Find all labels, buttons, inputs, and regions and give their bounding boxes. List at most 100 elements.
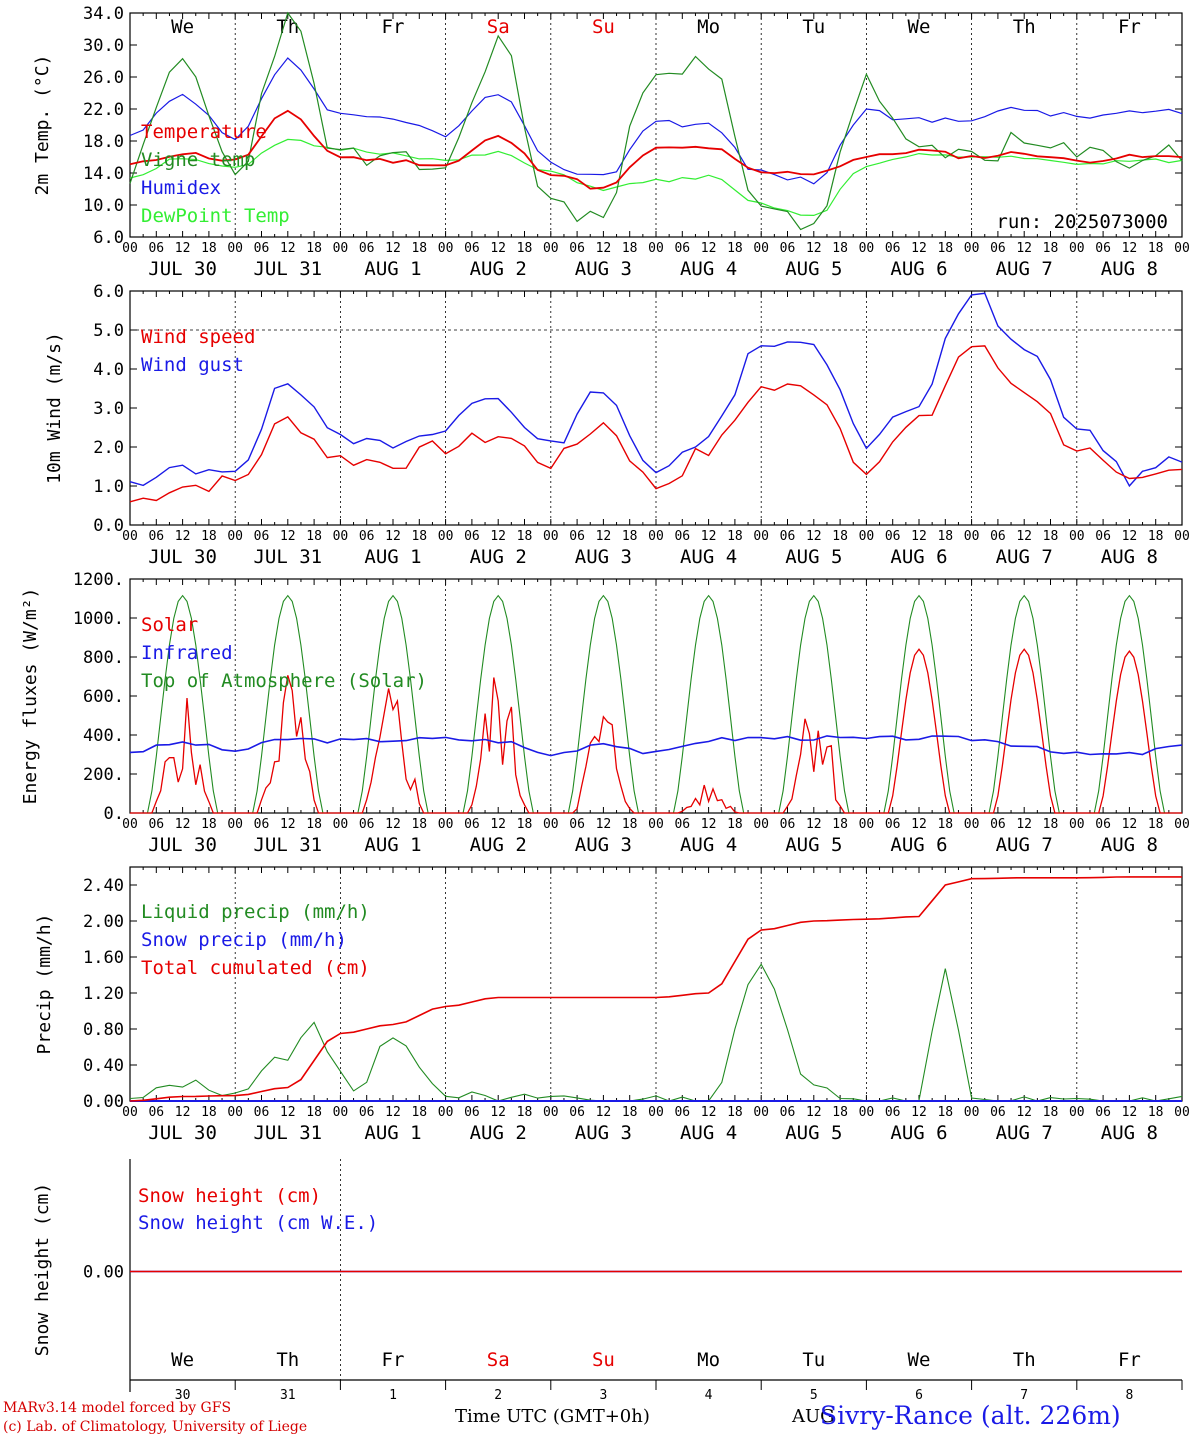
hour-label: 18 (306, 817, 322, 832)
hour-label: 06 (254, 529, 270, 544)
date-label: AUG 6 (890, 834, 947, 856)
hour-label: 00 (122, 1105, 138, 1120)
hour-label: 00 (1174, 817, 1190, 832)
hour-label: 12 (806, 1105, 822, 1120)
hour-label: 00 (1069, 817, 1085, 832)
y-tick-label: 3.0 (93, 399, 124, 419)
hour-label: 12 (701, 529, 717, 544)
weekday-label: Fr (1118, 1349, 1141, 1371)
hour-label: 00 (543, 529, 559, 544)
y-axis-label: 10m Wind (m/s) (44, 332, 65, 484)
hour-label: 12 (911, 241, 927, 256)
legend-liquid-precip-mm-h-: Liquid precip (mm/h) (141, 901, 370, 923)
hour-label: 00 (438, 529, 454, 544)
hour-label: 00 (1174, 1105, 1190, 1120)
hour-label: 12 (385, 241, 401, 256)
hour-label: 06 (1095, 241, 1111, 256)
date-label: AUG 3 (575, 834, 632, 856)
legend-wind-speed: Wind speed (141, 326, 255, 348)
hour-label: 06 (885, 1105, 901, 1120)
date-label: AUG 1 (364, 1122, 421, 1144)
hour-label: 12 (490, 1105, 506, 1120)
hour-label: 12 (596, 529, 612, 544)
y-tick-label: 22.0 (83, 100, 124, 120)
weekday-label: Th (276, 16, 299, 38)
hour-label: 18 (832, 241, 848, 256)
y-tick-label: 6.0 (93, 282, 124, 302)
hour-label: 00 (438, 241, 454, 256)
date-label: AUG 2 (470, 546, 527, 568)
hour-label: 06 (254, 241, 270, 256)
legend-total-cumulated-cm-: Total cumulated (cm) (141, 957, 370, 979)
hour-label: 18 (201, 817, 217, 832)
y-tick-label: 5.0 (93, 321, 124, 341)
hour-label: 00 (648, 241, 664, 256)
hour-label: 00 (753, 817, 769, 832)
y-axis-label: Snow height (cm) (32, 1183, 53, 1356)
hour-label: 18 (937, 529, 953, 544)
legend-snow-precip-mm-h-: Snow precip (mm/h) (141, 929, 347, 951)
day-number-label: 31 (280, 1388, 296, 1403)
hour-label: 06 (885, 241, 901, 256)
hour-label: 12 (385, 1105, 401, 1120)
date-label: AUG 6 (890, 546, 947, 568)
hour-label: 00 (333, 1105, 349, 1120)
hour-label: 00 (859, 817, 875, 832)
weekday-label: We (908, 1349, 931, 1371)
hour-label: 12 (490, 817, 506, 832)
hour-label: 18 (1043, 1105, 1059, 1120)
hour-label: 06 (359, 1105, 375, 1120)
y-tick-label: 1.60 (83, 948, 124, 968)
hour-label: 18 (306, 241, 322, 256)
date-label: AUG 5 (785, 546, 842, 568)
hour-label: 12 (1016, 241, 1032, 256)
weekday-label: We (171, 16, 194, 38)
hour-label: 18 (517, 529, 533, 544)
hour-label: 12 (596, 817, 612, 832)
hour-label: 12 (175, 1105, 191, 1120)
hour-label: 00 (227, 529, 243, 544)
y-axis-label: 2m Temp. (°C) (32, 55, 53, 196)
hour-label: 00 (964, 529, 980, 544)
legend-snow-height-cm-w-e-: Snow height (cm W.E.) (138, 1212, 378, 1234)
date-label: AUG 5 (785, 834, 842, 856)
hour-label: 18 (832, 817, 848, 832)
hour-label: 12 (280, 529, 296, 544)
hour-label: 00 (122, 241, 138, 256)
weekday-label: Fr (382, 16, 405, 38)
weekday-label: Tu (802, 1349, 825, 1371)
hour-label: 18 (201, 241, 217, 256)
date-label: JUL 31 (253, 1122, 322, 1144)
hour-label: 06 (148, 241, 164, 256)
hour-label: 18 (622, 241, 638, 256)
y-tick-label: 26.0 (83, 68, 124, 88)
hour-label: 12 (385, 529, 401, 544)
weekday-label: We (908, 16, 931, 38)
hour-label: 12 (1122, 1105, 1138, 1120)
date-label: JUL 31 (253, 546, 322, 568)
y-tick-label: 10.0 (83, 196, 124, 216)
hour-label: 12 (701, 817, 717, 832)
hour-label: 18 (1043, 529, 1059, 544)
date-label: AUG 6 (890, 1122, 947, 1144)
hour-label: 06 (569, 241, 585, 256)
site-name: Sivry-Rance (alt. 226m) (820, 1401, 1121, 1430)
hour-label: 06 (674, 1105, 690, 1120)
hour-label: 06 (254, 817, 270, 832)
hour-label: 12 (806, 241, 822, 256)
hour-label: 12 (175, 817, 191, 832)
day-number-label: 3 (599, 1388, 607, 1403)
hour-label: 00 (753, 529, 769, 544)
legend-humidex: Humidex (141, 177, 221, 199)
hour-label: 00 (648, 817, 664, 832)
date-label: JUL 31 (253, 834, 322, 856)
y-tick-label: 1200. (73, 570, 124, 590)
panel-precip: 0.00 0.40 0.80 1.20 1.60 2.00 2.40 Precip (mm/h… (34, 866, 1190, 1144)
series-total-cumulated (129, 876, 1182, 1102)
hour-label: 00 (227, 1105, 243, 1120)
legend-vigne-temp: Vigne temp (141, 149, 255, 171)
hour-label: 18 (201, 1105, 217, 1120)
y-tick-label: 4.0 (93, 360, 124, 380)
hour-label: 06 (359, 817, 375, 832)
date-label: AUG 7 (996, 258, 1053, 280)
